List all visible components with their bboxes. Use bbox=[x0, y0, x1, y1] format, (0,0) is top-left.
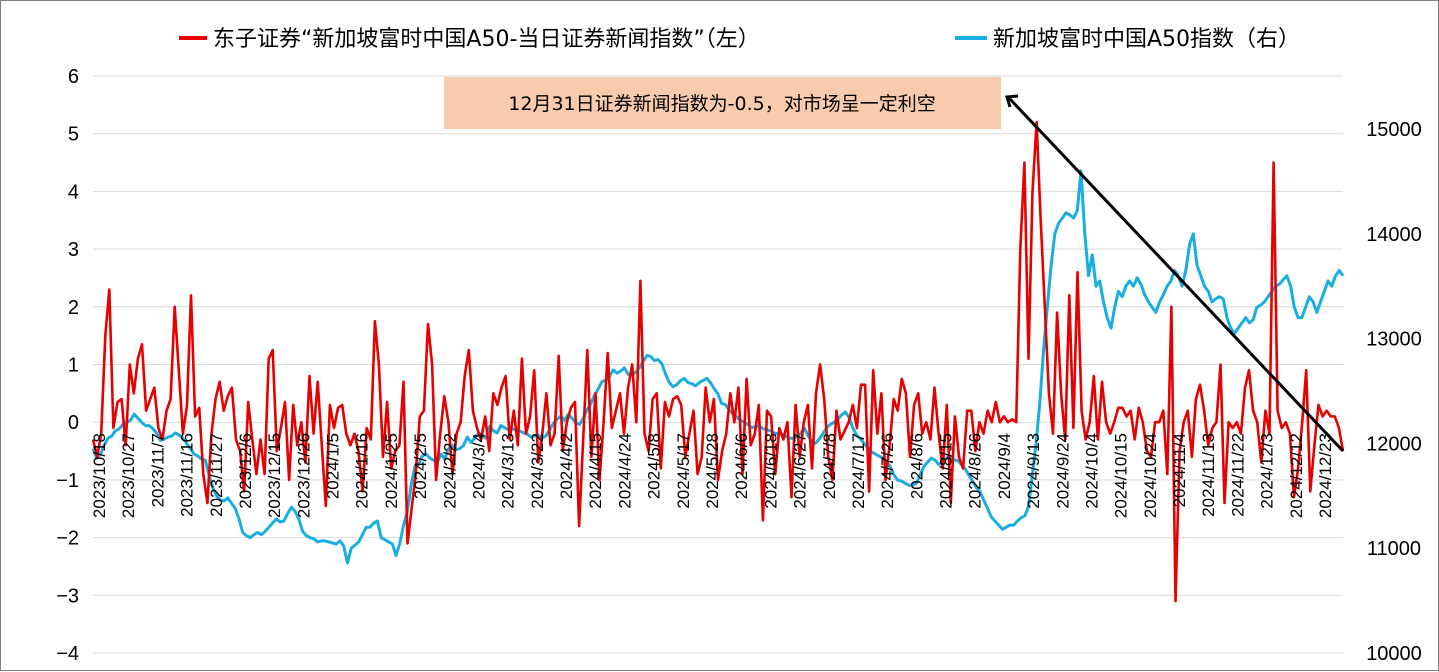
x-axis-tick-label: 2024/7/17 bbox=[849, 433, 868, 509]
x-axis-tick-label: 2024/1/25 bbox=[382, 433, 401, 509]
grid-layer bbox=[93, 75, 1343, 654]
legend-label-news-index: 东子证券“新加坡富时中国A50-当日证券新闻指数”（左） bbox=[213, 27, 760, 52]
series-layer bbox=[91, 120, 1345, 603]
x-axis-tick-label: 2024/5/28 bbox=[703, 433, 722, 509]
x-axis-tick-label: 2023/12/15 bbox=[265, 433, 284, 518]
left-axis-tick-label: −3 bbox=[56, 585, 79, 607]
x-axis-tick-label: 2024/8/26 bbox=[966, 433, 985, 509]
right-axis-tick-label: 10000 bbox=[1366, 643, 1422, 665]
axis-layer: −4 −3 −2 −1 0 1 2 3 4 5 6 10000 11000 12000 13000 14000… bbox=[56, 66, 1422, 665]
right-axis-tick-label: 12000 bbox=[1366, 433, 1422, 455]
x-axis-tick-label: 2024/7/26 bbox=[878, 433, 897, 509]
x-axis-tick-label: 2023/12/6 bbox=[236, 433, 255, 509]
x-axis-tick-label: 2024/3/22 bbox=[528, 433, 547, 509]
left-axis-tick-label: 4 bbox=[68, 181, 79, 203]
x-axis-tick-label: 2024/10/24 bbox=[1141, 433, 1160, 518]
left-axis-tick-label: 0 bbox=[68, 412, 79, 434]
right-axis-tick-label: 14000 bbox=[1366, 224, 1422, 246]
x-axis-tick-label: 2024/10/4 bbox=[1083, 433, 1102, 509]
right-axis-tick-label: 15000 bbox=[1366, 119, 1422, 141]
left-axis-tick-label: 1 bbox=[68, 355, 79, 377]
annotation-arrow-head bbox=[1005, 94, 1019, 108]
x-axis-tick-label: 2023/11/16 bbox=[178, 433, 197, 517]
x-axis-tick-label: 2024/11/4 bbox=[1170, 433, 1189, 507]
x-axis-tick-label: 2024/3/4 bbox=[470, 433, 489, 499]
x-axis-tick-label: 2024/1/5 bbox=[324, 433, 343, 499]
annotation-box bbox=[444, 77, 1001, 129]
right-axis-tick-label: 13000 bbox=[1366, 329, 1422, 351]
x-axis-tick-label: 2024/12/12 bbox=[1287, 433, 1306, 518]
x-axis-tick-label: 2024/6/18 bbox=[761, 433, 780, 509]
x-axis-tick-label: 2023/10/27 bbox=[119, 433, 138, 518]
x-axis-tick-label: 2024/9/13 bbox=[1024, 433, 1043, 509]
x-axis-tick-label: 2024/8/15 bbox=[937, 433, 956, 509]
x-axis-tick-label: 2024/11/13 bbox=[1199, 433, 1218, 517]
series-line-a50-index bbox=[91, 169, 1345, 565]
legend: 东子证券“新加坡富时中国A50-当日证券新闻指数”（左） 新加坡富时中国A50指… bbox=[179, 27, 1300, 52]
x-axis-tick-label: 2024/12/3 bbox=[1258, 433, 1277, 509]
x-axis-tick-label: 2024/6/27 bbox=[791, 433, 810, 509]
x-axis-tick-label: 2024/2/5 bbox=[411, 433, 430, 499]
left-axis-tick-label: 3 bbox=[68, 239, 79, 261]
annotation-arrow-line bbox=[1007, 96, 1345, 453]
right-axis-tick-label: 11000 bbox=[1367, 538, 1421, 560]
annotation-text: 12月31日证券新闻指数为-0.5，对市场呈一定利空 bbox=[508, 93, 935, 115]
left-axis-tick-label: −1 bbox=[56, 470, 79, 492]
x-axis-tick-label: 2024/1/16 bbox=[353, 433, 372, 509]
x-axis-tick-label: 2024/5/8 bbox=[645, 433, 664, 499]
x-axis-tick-label: 2024/5/17 bbox=[674, 433, 693, 509]
x-axis-tick-label: 2024/7/8 bbox=[820, 433, 839, 499]
left-axis-tick-label: −4 bbox=[56, 643, 79, 665]
series-line-news-index bbox=[91, 120, 1345, 603]
left-axis-tick-label: 2 bbox=[68, 297, 79, 319]
x-axis-tick-label: 2024/12/23 bbox=[1316, 433, 1335, 518]
x-axis-tick-label: 2024/6/6 bbox=[732, 433, 751, 499]
left-axis-tick-label: −2 bbox=[56, 528, 79, 550]
x-axis-tick-label: 2023/11/27 bbox=[207, 433, 226, 517]
left-axis-tick-label: 5 bbox=[68, 124, 79, 146]
x-axis-tick-label: 2023/10/18 bbox=[90, 433, 109, 518]
x-axis-tick-label: 2024/4/2 bbox=[557, 433, 576, 499]
x-axis-tick-label: 2024/8/6 bbox=[907, 433, 926, 499]
x-axis-tick-label: 2024/9/24 bbox=[1053, 433, 1072, 509]
x-axis-tick-label: 2024/3/13 bbox=[499, 433, 518, 509]
x-axis-tick-label: 2024/10/15 bbox=[1112, 433, 1131, 518]
x-axis-tick-label: 2024/11/22 bbox=[1228, 433, 1247, 517]
left-axis-tick-label: 6 bbox=[68, 66, 79, 88]
legend-label-a50-index: 新加坡富时中国A50指数（右） bbox=[993, 27, 1300, 52]
annotation-layer: 12月31日证券新闻指数为-0.5，对市场呈一定利空 bbox=[444, 77, 1345, 453]
x-axis-tick-label: 2024/4/24 bbox=[615, 433, 634, 509]
x-axis-tick-label: 2023/11/7 bbox=[148, 433, 167, 507]
x-axis-tick-label: 2024/2/22 bbox=[440, 433, 459, 509]
x-axis-tick-label: 2024/4/15 bbox=[586, 433, 605, 509]
x-axis-tick-label: 2023/12/26 bbox=[294, 433, 313, 518]
x-axis-tick-label: 2024/9/4 bbox=[995, 433, 1014, 499]
